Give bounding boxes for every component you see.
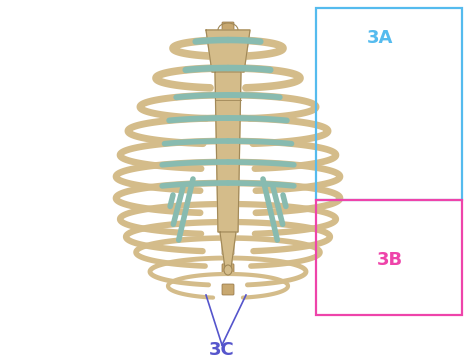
Ellipse shape (224, 265, 232, 275)
Polygon shape (215, 72, 241, 232)
FancyBboxPatch shape (222, 224, 234, 235)
FancyBboxPatch shape (222, 62, 234, 73)
Text: 3A: 3A (367, 29, 393, 47)
FancyBboxPatch shape (222, 22, 234, 33)
FancyBboxPatch shape (222, 203, 234, 214)
Text: 3B: 3B (377, 251, 403, 269)
FancyBboxPatch shape (222, 83, 234, 93)
FancyBboxPatch shape (222, 183, 234, 194)
Bar (316, 200, 462, 315)
FancyBboxPatch shape (222, 163, 234, 174)
FancyBboxPatch shape (222, 102, 234, 114)
Polygon shape (206, 30, 250, 72)
FancyBboxPatch shape (222, 244, 234, 255)
FancyBboxPatch shape (222, 264, 234, 275)
Text: 3C: 3C (209, 341, 235, 359)
FancyBboxPatch shape (222, 284, 234, 295)
FancyBboxPatch shape (222, 42, 234, 53)
Polygon shape (220, 232, 236, 268)
FancyBboxPatch shape (222, 123, 234, 134)
FancyBboxPatch shape (222, 143, 234, 154)
Bar (316, 8, 462, 200)
